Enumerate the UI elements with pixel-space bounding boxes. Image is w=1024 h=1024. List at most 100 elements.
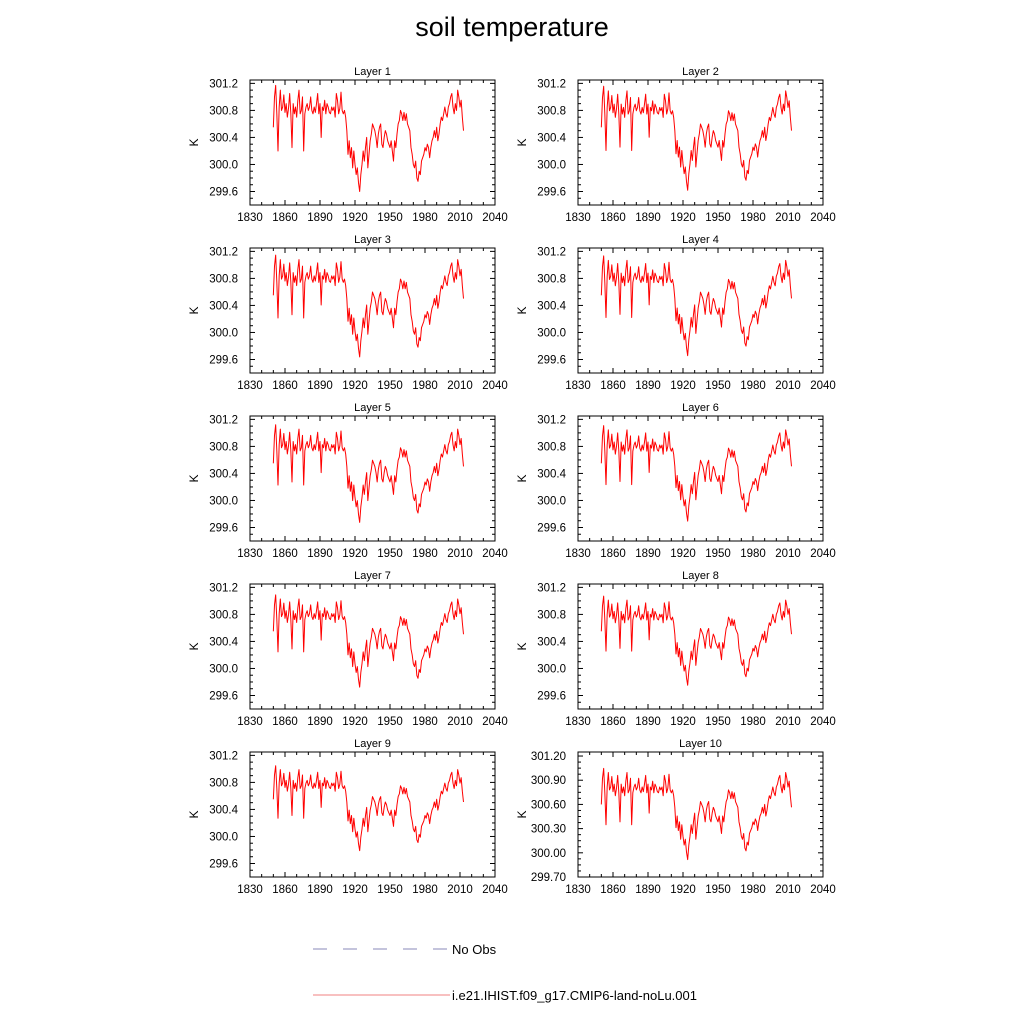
y-tick-label: 300.8: [209, 441, 238, 453]
legend-no-obs-label: No Obs: [452, 942, 497, 957]
x-tick-label: 2040: [482, 380, 508, 392]
y-tick-label: 299.6: [209, 522, 238, 534]
x-tick-label: 2010: [447, 716, 473, 728]
x-tick-label: 1890: [635, 716, 661, 728]
chart-panel-2: Layer 2 K 1830 1860 1890 1920 1950 1980 2010 2040…: [515, 66, 836, 224]
x-tick-label: 1920: [342, 380, 368, 392]
x-tick-label: 1950: [705, 884, 731, 896]
panel-title: Layer 7: [354, 570, 391, 582]
x-tick-label: 1860: [272, 548, 298, 560]
y-tick-label: 301.2: [209, 414, 238, 426]
x-tick-label: 1980: [740, 380, 766, 392]
y-tick-label: 300.0: [209, 495, 238, 507]
y-tick-label: 299.6: [209, 354, 238, 366]
plot-frame: [249, 247, 496, 374]
x-tick-label: 1890: [307, 380, 333, 392]
panel-title: Layer 10: [679, 738, 722, 750]
y-tick-label: 300.0: [209, 831, 238, 843]
plot-frame: [577, 583, 824, 710]
y-tick-label: 301.2: [537, 78, 566, 90]
x-tick-label: 1980: [740, 716, 766, 728]
y-tick-label: 300.8: [537, 105, 566, 117]
x-tick-label: 1920: [670, 212, 696, 224]
y-tick-label: 300.00: [531, 848, 566, 860]
y-tick-label: 299.6: [209, 186, 238, 198]
y-axis-label: K: [187, 306, 201, 314]
x-tick-label: 2010: [447, 548, 473, 560]
y-tick-label: 300.4: [209, 132, 238, 144]
chart-panel-6: Layer 6 K 1830 1860 1890 1920 1950 1980 2010 2040…: [515, 402, 836, 560]
x-tick-label: 1950: [377, 884, 403, 896]
y-tick-label: 300.4: [209, 804, 238, 816]
x-tick-label: 1860: [272, 212, 298, 224]
series-line: [272, 84, 464, 192]
y-tick-label: 300.0: [209, 159, 238, 171]
x-tick-label: 1920: [342, 212, 368, 224]
y-tick-label: 300.4: [209, 300, 238, 312]
y-tick-label: 300.0: [537, 495, 566, 507]
x-tick-label: 1830: [237, 548, 263, 560]
panel-title: Layer 5: [354, 402, 391, 414]
y-tick-label: 299.6: [209, 858, 238, 870]
x-tick-label: 1830: [237, 380, 263, 392]
y-tick-label: 301.2: [537, 414, 566, 426]
y-tick-label: 300.90: [531, 775, 566, 787]
y-tick-label: 300.4: [537, 636, 566, 648]
legend: No Obs i.e21.IHIST.f09_g17.CMIP6-land-no…: [313, 942, 697, 1003]
y-axis-label: K: [515, 810, 529, 818]
y-axis-label: K: [515, 642, 529, 650]
plot-frame: [249, 751, 496, 878]
y-tick-label: 300.4: [537, 132, 566, 144]
x-tick-label: 1860: [272, 380, 298, 392]
legend-model-label: i.e21.IHIST.f09_g17.CMIP6-land-noLu.001: [452, 988, 697, 1003]
x-tick-label: 1830: [237, 716, 263, 728]
x-tick-label: 1920: [670, 548, 696, 560]
main-title: soil temperature: [415, 12, 609, 42]
x-tick-label: 1980: [412, 380, 438, 392]
y-tick-label: 300.4: [537, 300, 566, 312]
y-axis-label: K: [187, 810, 201, 818]
panels-group: Layer 1 K 1830 1860 1890 1920 1950 1980 2010 2040…: [187, 66, 836, 896]
series-line: [600, 255, 792, 357]
x-tick-label: 2040: [482, 548, 508, 560]
x-tick-label: 1830: [565, 716, 591, 728]
x-tick-label: 1860: [600, 212, 626, 224]
panel-title: Layer 6: [682, 402, 719, 414]
x-tick-label: 1950: [705, 716, 731, 728]
plot-frame: [249, 79, 496, 206]
x-tick-label: 1980: [412, 212, 438, 224]
y-tick-label: 299.6: [537, 354, 566, 366]
y-tick-label: 299.6: [537, 522, 566, 534]
x-tick-label: 2040: [810, 380, 836, 392]
y-tick-label: 300.0: [537, 663, 566, 675]
x-tick-label: 1980: [412, 548, 438, 560]
series-line: [600, 425, 792, 522]
y-tick-label: 300.8: [209, 777, 238, 789]
y-tick-label: 300.30: [531, 824, 566, 836]
x-tick-label: 1920: [342, 884, 368, 896]
x-tick-label: 1980: [740, 548, 766, 560]
y-tick-label: 300.4: [209, 636, 238, 648]
x-tick-label: 2010: [775, 212, 801, 224]
x-tick-label: 1950: [705, 212, 731, 224]
y-tick-label: 301.20: [531, 751, 566, 763]
x-tick-label: 1920: [670, 380, 696, 392]
y-axis-label: K: [187, 474, 201, 482]
y-axis-label: K: [515, 474, 529, 482]
y-tick-label: 301.2: [537, 582, 566, 594]
y-tick-label: 301.2: [209, 246, 238, 258]
x-tick-label: 1860: [600, 380, 626, 392]
plot-frame: [577, 415, 824, 542]
y-tick-label: 300.4: [537, 468, 566, 480]
plot-frame: [577, 751, 824, 878]
x-tick-label: 1860: [272, 716, 298, 728]
x-tick-label: 1890: [635, 884, 661, 896]
x-tick-label: 1950: [705, 548, 731, 560]
series-line: [272, 594, 464, 688]
y-tick-label: 300.8: [209, 105, 238, 117]
x-tick-label: 1950: [377, 212, 403, 224]
y-tick-label: 300.8: [537, 273, 566, 285]
x-tick-label: 2010: [447, 212, 473, 224]
chart-panel-3: Layer 3 K 1830 1860 1890 1920 1950 1980 2010 2040…: [187, 234, 508, 392]
y-tick-label: 299.6: [537, 690, 566, 702]
